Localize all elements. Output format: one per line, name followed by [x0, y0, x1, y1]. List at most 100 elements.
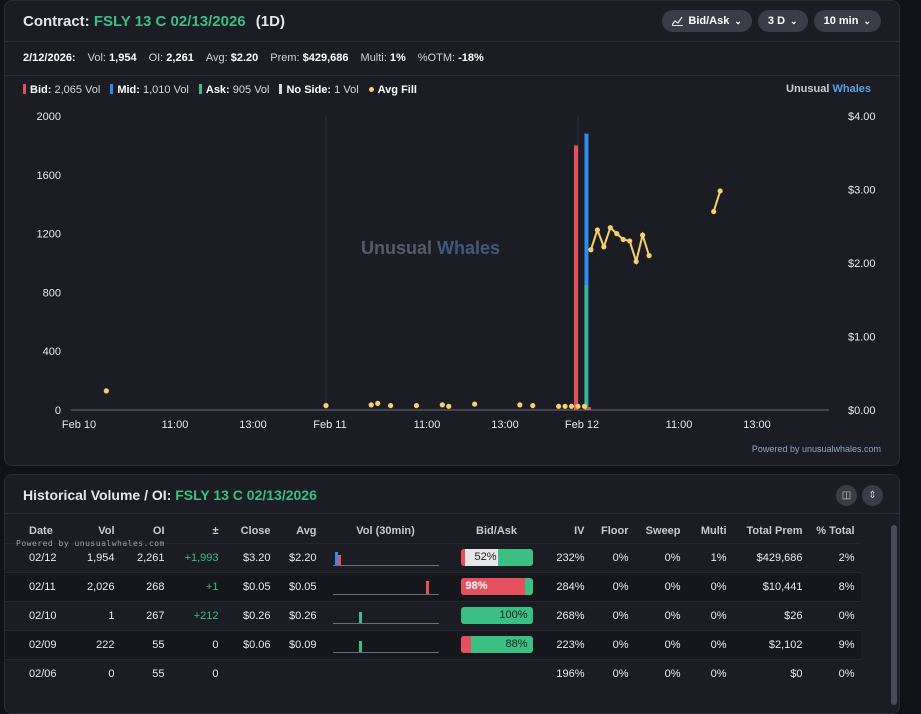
column-header[interactable]: ±	[212, 524, 219, 537]
vol30-cell	[323, 572, 449, 601]
avg-cell: $0.09	[289, 638, 317, 651]
bid-ask-dropdown[interactable]: Bid/Ask ⌄	[662, 10, 752, 32]
history-table: Date Vol OI ± Close Avg Vol (30min) Bid/Ask IV Fl…	[5, 519, 861, 688]
column-header[interactable]: % Total	[816, 524, 855, 537]
table-row[interactable]: 02/11 2,026 268 +1 $0.05 $0.05 98% 284% 0% 0% 0% $1…	[5, 572, 861, 601]
x-tick: 13:00	[743, 419, 771, 431]
legend-avg-fill[interactable]: Avg Fill	[368, 84, 417, 96]
change-cell: 0	[212, 638, 219, 651]
oi-cell: 267	[146, 609, 165, 622]
vol30-sparkbar	[332, 550, 439, 566]
column-header[interactable]: Total Prem	[746, 524, 803, 537]
avg-fill-point	[517, 402, 523, 408]
bid-ask-cell	[449, 659, 545, 688]
column-header[interactable]: Multi	[700, 524, 727, 537]
contract-symbol: FSLY 13 C 02/13/2026	[93, 13, 246, 30]
chart-legend: Bid: 2,065 Vol Mid: 1,010 Vol Ask: 905 V…	[23, 84, 417, 96]
vol30-sparkbar	[332, 579, 439, 595]
close-cell: $0.26	[243, 609, 271, 622]
stats-date: 2/12/2026:	[23, 52, 76, 64]
total-prem-cell: $10,441	[762, 580, 803, 593]
stat-avg: Avg: $2.20	[205, 52, 259, 64]
interval-label: 10 min	[823, 15, 859, 27]
powered-by: Powered by unusualwhales.com	[751, 444, 881, 454]
vol30-cell	[323, 659, 449, 688]
bid-ask-label: Bid/Ask	[688, 15, 730, 27]
x-tick: Feb 12	[565, 419, 599, 431]
x-tick: Feb 10	[62, 419, 96, 431]
avg-fill-point	[413, 402, 420, 409]
sweep-cell: 0%	[664, 667, 681, 680]
legend-bid[interactable]: Bid: 2,065 Vol	[23, 84, 100, 96]
avg-fill-point	[601, 244, 607, 250]
sweep-cell: 0%	[664, 638, 681, 651]
floor-cell: 0%	[612, 609, 629, 622]
total-prem-cell: $2,102	[768, 638, 803, 651]
legend-ask[interactable]: Ask: 905 Vol	[198, 84, 269, 96]
oi-cell: 55	[152, 638, 165, 651]
multi-cell: 0%	[710, 609, 727, 622]
contract-label: Contract:	[23, 13, 90, 30]
column-header[interactable]: Avg	[296, 524, 317, 537]
total-prem-cell: $26	[784, 609, 803, 622]
vol-cell: 2,026	[87, 580, 115, 593]
y-left-tick: 2000	[37, 111, 61, 123]
oi-cell: 55	[152, 667, 165, 680]
iv-cell: 232%	[556, 551, 585, 564]
table-row[interactable]: 02/10 1 267 +212 $0.26 $0.26 100% 268% 0% 0% 0% $26…	[5, 601, 861, 630]
vol-cell: 1	[108, 609, 115, 622]
avg-fill-point	[646, 253, 652, 259]
avg-fill-point	[640, 232, 646, 238]
bid-ask-bar: 88%	[460, 636, 533, 653]
column-header[interactable]: Date	[29, 524, 53, 537]
table-row[interactable]: 02/12 1,954 2,261 +1,993 $3.20 $2.20 52% 232% 0%…	[5, 543, 861, 572]
avg-fill-point	[323, 402, 329, 409]
avg-fill-point	[581, 403, 588, 409]
avg-fill-point	[388, 402, 394, 409]
columns-icon[interactable]: ◫	[836, 485, 857, 506]
divider	[5, 513, 899, 514]
date-cell: 02/09	[29, 638, 57, 651]
column-header[interactable]: Floor	[601, 524, 629, 537]
column-header[interactable]: Vol (30min)	[356, 524, 415, 537]
avg-fill-point	[607, 225, 613, 231]
sweep-cell: 0%	[664, 551, 681, 564]
stat-oi: OI: 2,261	[148, 52, 194, 64]
stat-otm: %OTM: -18%	[417, 52, 484, 64]
avg-fill-point	[556, 403, 562, 409]
y-left-tick: 1200	[37, 229, 61, 241]
avg-fill-point	[530, 402, 536, 409]
avg-fill-point	[633, 258, 639, 265]
column-header[interactable]: IV	[574, 524, 585, 537]
volume-bar-mid	[584, 133, 589, 410]
legend-mid[interactable]: Mid: 1,010 Vol	[110, 84, 189, 96]
column-header[interactable]: Sweep	[645, 524, 681, 537]
iv-cell: 284%	[556, 580, 585, 593]
column-header[interactable]: Vol	[98, 524, 115, 537]
pct-total-cell: 2%	[838, 551, 855, 564]
close-cell: $0.06	[243, 638, 271, 651]
divider	[5, 75, 899, 76]
avg-fill-point	[568, 403, 575, 409]
change-cell: 0	[212, 667, 219, 680]
volume-bar-bid	[574, 145, 578, 410]
legend-no-side[interactable]: No Side: 1 Vol	[279, 84, 359, 96]
range-dropdown[interactable]: 3 D ⌄	[757, 10, 808, 32]
interval-dropdown[interactable]: 10 min ⌄	[813, 10, 881, 32]
avg-fill-point	[368, 402, 374, 408]
multi-cell: 0%	[710, 667, 727, 680]
column-header[interactable]: Close	[240, 524, 271, 537]
expand-icon[interactable]: ⇕	[862, 485, 883, 506]
change-cell: +1	[205, 580, 219, 593]
floor-cell: 0%	[612, 667, 629, 680]
column-header[interactable]: OI	[152, 524, 165, 537]
vertical-scrollbar[interactable]	[891, 525, 897, 705]
column-header[interactable]: Bid/Ask	[476, 524, 518, 537]
table-row[interactable]: 02/09 222 55 0 $0.06 $0.09 88% 223% 0% 0% 0% $2,102…	[5, 630, 861, 659]
multi-cell: 1%	[710, 551, 727, 564]
x-tick: 13:00	[239, 419, 267, 431]
table-row[interactable]: 02/06 0 55 0 196% 0% 0% 0% $0 0%	[5, 659, 861, 688]
period-label: (1D)	[255, 13, 285, 30]
bid-ask-cell: 100%	[449, 601, 545, 630]
date-cell: 02/10	[29, 609, 57, 622]
